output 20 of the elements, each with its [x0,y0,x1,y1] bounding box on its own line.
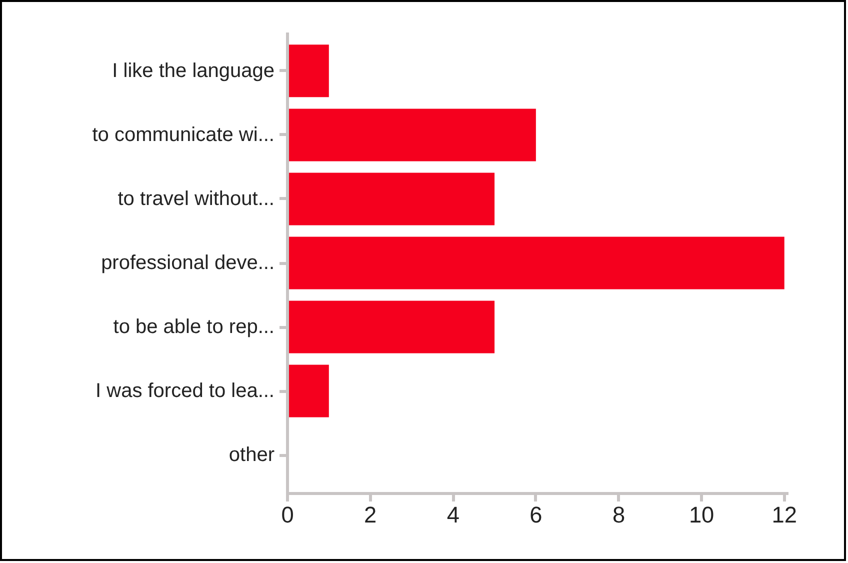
bar [288,108,536,162]
y-tick-label: to travel without... [118,188,275,210]
y-tick-label: I was forced to lea... [96,380,275,402]
bar [288,236,784,290]
y-tick-label: I like the language [112,60,274,82]
x-tick-label: 12 [772,502,797,528]
x-tick-label: 8 [612,502,626,528]
x-tick-label: 4 [446,502,460,528]
x-tick-label: 0 [281,502,294,528]
bar [288,300,495,354]
y-tick-label: to be able to rep... [113,316,275,338]
bar [288,44,329,98]
y-tick-label: professional deve... [101,252,274,274]
y-tick-label: to communicate wi... [92,124,275,146]
x-tick-label: 10 [688,502,714,528]
bar [288,364,329,418]
x-tick-label: 2 [364,502,377,528]
x-tick-label: 6 [530,502,542,528]
bar [288,172,495,226]
y-tick-label: other [228,444,275,466]
